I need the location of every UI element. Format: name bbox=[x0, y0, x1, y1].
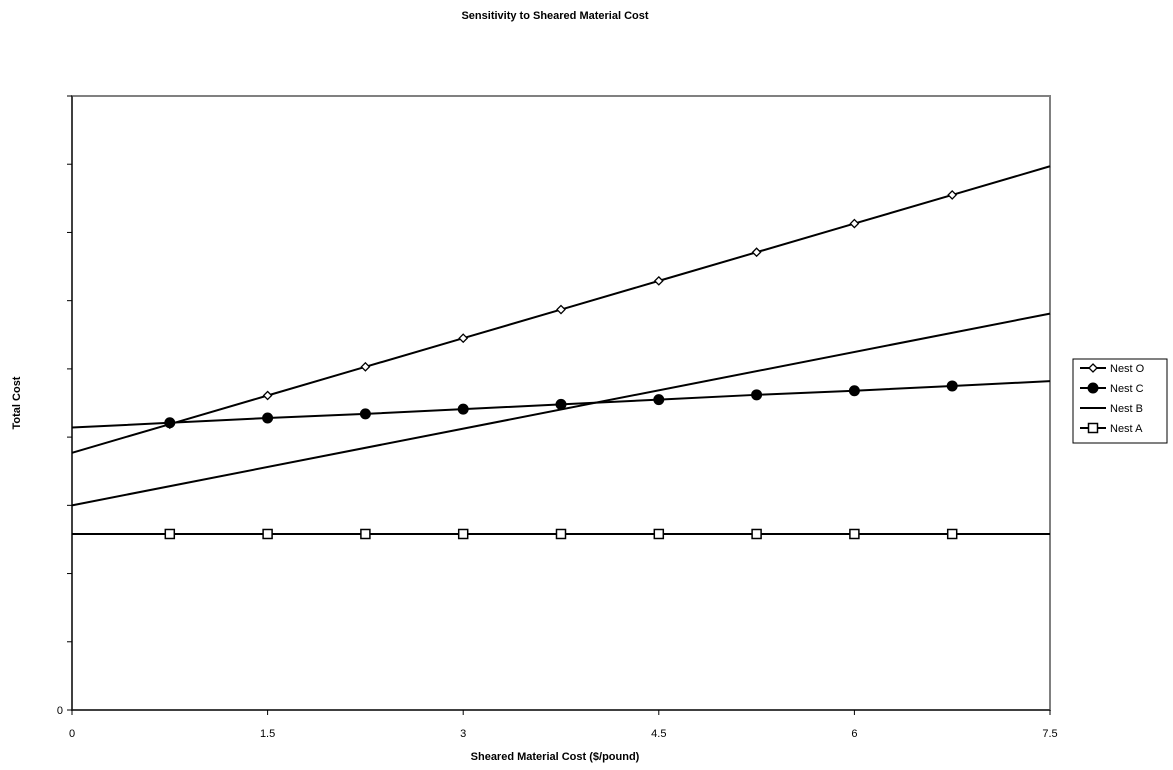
data-point-nest-a bbox=[457, 528, 469, 540]
legend-marker-nest-c bbox=[1087, 382, 1099, 394]
data-point-nest-a bbox=[555, 528, 567, 540]
data-point-nest-o bbox=[849, 218, 860, 229]
data-point-nest-c bbox=[653, 394, 665, 406]
data-point-nest-c bbox=[946, 380, 958, 392]
data-point-nest-o bbox=[360, 361, 371, 372]
legend-item-nest-a: Nest A bbox=[1080, 422, 1143, 435]
x-tick-label: 3 bbox=[460, 728, 466, 740]
x-tick-label: 6 bbox=[851, 728, 857, 740]
legend-marker-nest-a bbox=[1087, 422, 1099, 434]
x-axis-ticks: 0 1.5 3 4.5 6 7.5 bbox=[69, 710, 1058, 740]
series-nest-b bbox=[71, 312, 1051, 507]
series-line-nest-b bbox=[71, 312, 1051, 507]
legend-item-nest-c: Nest C bbox=[1080, 382, 1144, 395]
legend-item-nest-o: Nest O bbox=[1080, 363, 1145, 375]
data-point-nest-o bbox=[262, 390, 273, 401]
data-point-nest-a bbox=[946, 528, 958, 540]
series-nest-c bbox=[71, 380, 1051, 429]
data-point-nest-c bbox=[262, 412, 274, 424]
data-point-nest-o bbox=[458, 333, 469, 344]
x-tick-label: 7.5 bbox=[1042, 728, 1057, 740]
data-point-nest-a bbox=[164, 528, 176, 540]
legend-label: Nest B bbox=[1110, 403, 1143, 415]
data-point-nest-c bbox=[457, 403, 469, 415]
data-point-nest-o bbox=[653, 275, 664, 286]
data-point-nest-o bbox=[751, 247, 762, 258]
y-axis-ticks: 0 bbox=[57, 95, 72, 717]
series-nest-a bbox=[72, 528, 1050, 540]
x-tick-label: 1.5 bbox=[260, 728, 275, 740]
chart-title: Sensitivity to Sheared Material Cost bbox=[461, 10, 648, 22]
legend-marker-nest-o bbox=[1088, 363, 1098, 373]
data-point-nest-c bbox=[751, 389, 763, 401]
data-point-nest-a bbox=[262, 528, 273, 540]
data-point-nest-c bbox=[164, 417, 176, 429]
legend-label: Nest O bbox=[1110, 363, 1145, 375]
legend-items: Nest O Nest C Nest B Nest A bbox=[1080, 363, 1145, 435]
data-point-nest-a bbox=[653, 528, 665, 540]
data-point-nest-o bbox=[556, 304, 566, 315]
data-point-nest-a bbox=[849, 528, 860, 540]
x-tick-label: 0 bbox=[69, 728, 75, 740]
data-point-nest-a bbox=[360, 528, 371, 540]
legend-label: Nest A bbox=[1110, 423, 1143, 435]
x-tick-label: 4.5 bbox=[651, 728, 666, 740]
data-point-nest-c bbox=[359, 408, 371, 420]
legend-item-nest-b: Nest B bbox=[1080, 403, 1143, 415]
x-axis-label: Sheared Material Cost ($/pound) bbox=[471, 751, 640, 763]
y-axis-label: Total Cost bbox=[11, 376, 23, 429]
y-tick-label: 0 bbox=[57, 705, 63, 717]
legend: Nest O Nest C Nest B Nest A bbox=[1072, 358, 1168, 444]
data-point-nest-c bbox=[848, 385, 860, 397]
data-point-nest-o bbox=[947, 190, 958, 200]
data-point-nest-a bbox=[751, 528, 762, 540]
series-layer bbox=[71, 165, 1051, 540]
legend-label: Nest C bbox=[1110, 383, 1144, 395]
